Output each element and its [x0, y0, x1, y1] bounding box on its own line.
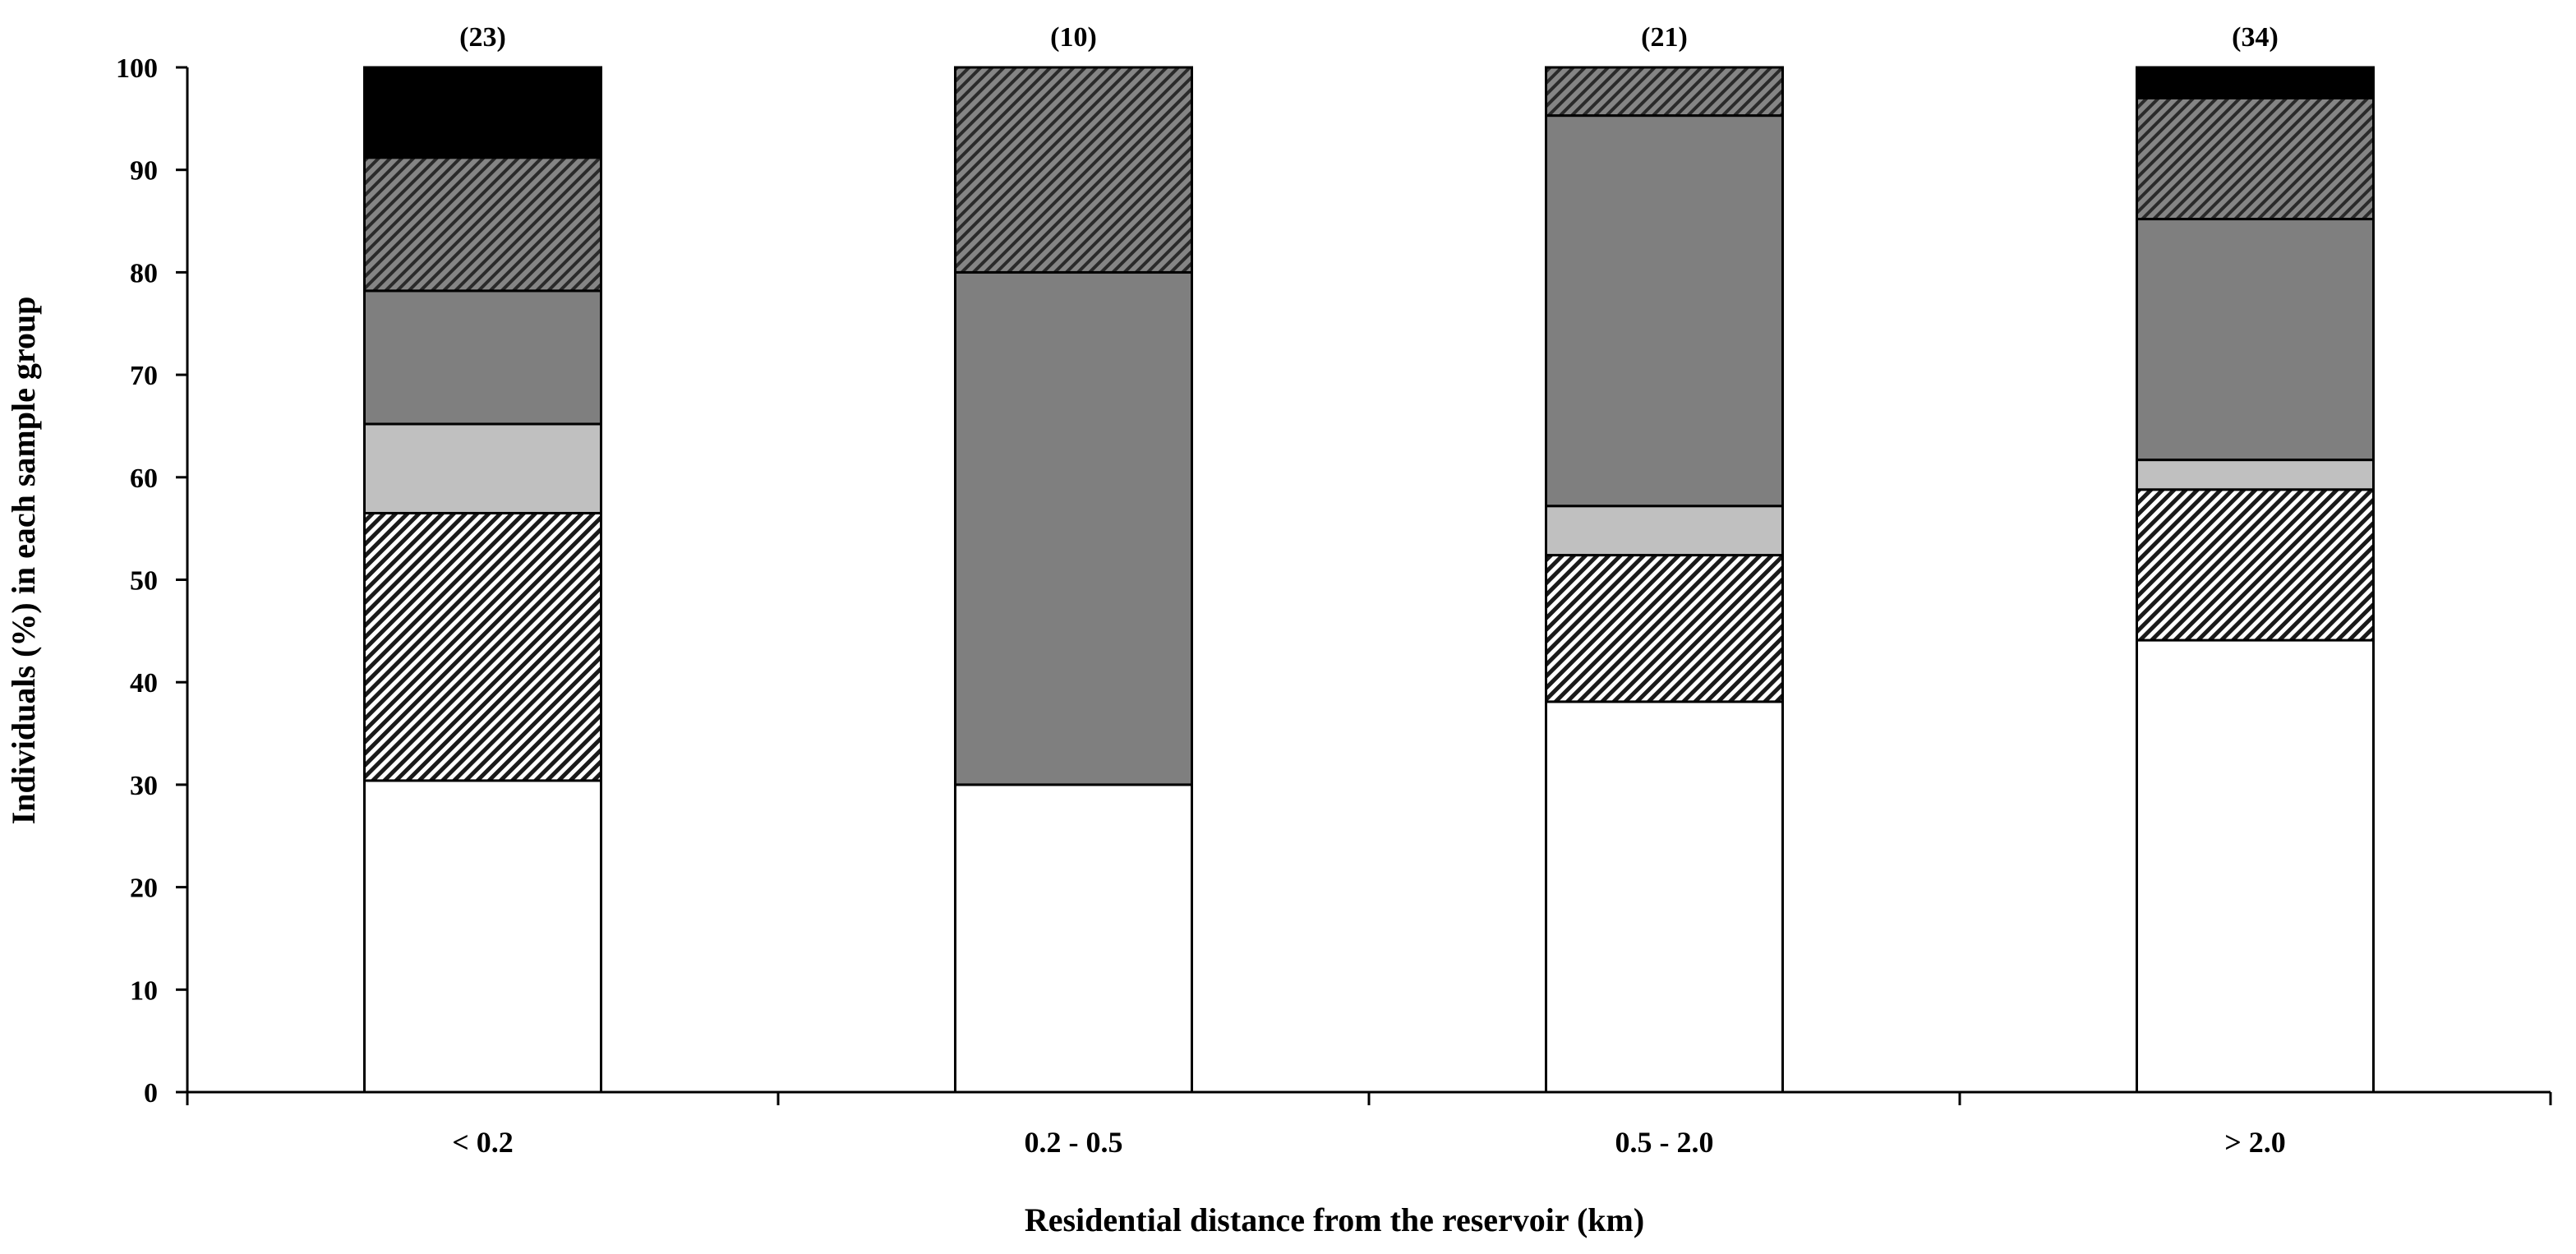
x-tick-label: < 0.2: [452, 1126, 514, 1159]
y-tick-label: 60: [130, 463, 158, 494]
bar-segment-0-3: [363, 289, 602, 426]
bar-segment-3-5: [2136, 66, 2375, 99]
y-tick-label: 80: [130, 258, 158, 288]
sample-size-label: (10): [1050, 22, 1097, 53]
axes-layer: < 0.2 0.2 - 0.5 0.5 - 2.0 > 2.0 0 10 20 30 40 50 6…: [116, 53, 2552, 1159]
y-tick-label: 40: [130, 668, 158, 698]
bar-segment-1-4: [954, 66, 1193, 274]
bar-segment-0-4: [363, 156, 602, 293]
bar-segment-1-0: [954, 783, 1193, 1094]
sample-size-label: (21): [1641, 22, 1688, 53]
bar-segment-0-0: [363, 779, 602, 1094]
bar-segment-2-2: [1545, 505, 1784, 557]
x-tick-label: 0.2 - 0.5: [1025, 1126, 1123, 1159]
y-tick-label: 20: [130, 874, 158, 904]
labels-layer: Individuals (%) in each sample group Res…: [5, 297, 1644, 1238]
bar-segment-2-4: [1545, 66, 1784, 118]
y-tick-label: 100: [116, 53, 158, 84]
y-tick-label: 50: [130, 566, 158, 597]
x-tick-label: > 2.0: [2224, 1126, 2286, 1159]
sample-size-label: (23): [459, 22, 506, 53]
sample-size-label: (34): [2232, 22, 2279, 53]
y-tick-label: 10: [130, 975, 158, 1006]
bar-segment-0-2: [363, 422, 602, 514]
x-axis-label: Residential distance from the reservoir …: [1025, 1201, 1644, 1238]
bar-segment-2-0: [1545, 700, 1784, 1094]
y-axis-label: Individuals (%) in each sample group: [5, 297, 42, 825]
bars-layer: (23) (10) (21) (34): [363, 22, 2375, 1094]
bar-segment-3-1: [2136, 488, 2375, 642]
bar-segment-0-5: [363, 66, 602, 159]
y-tick-label: 30: [130, 771, 158, 801]
bar-segment-3-3: [2136, 218, 2375, 462]
bar-segment-0-1: [363, 511, 602, 782]
y-tick-label: 90: [130, 156, 158, 187]
bar-segment-3-2: [2136, 459, 2375, 491]
x-tick-label: 0.5 - 2.0: [1615, 1126, 1714, 1159]
y-tick-label: 0: [144, 1078, 158, 1109]
bar-segment-2-3: [1545, 114, 1784, 508]
bar-segment-2-1: [1545, 554, 1784, 703]
bar-segment-3-0: [2136, 639, 2375, 1094]
bar-segment-1-3: [954, 270, 1193, 786]
bar-segment-3-4: [2136, 96, 2375, 221]
y-tick-label: 70: [130, 361, 158, 391]
